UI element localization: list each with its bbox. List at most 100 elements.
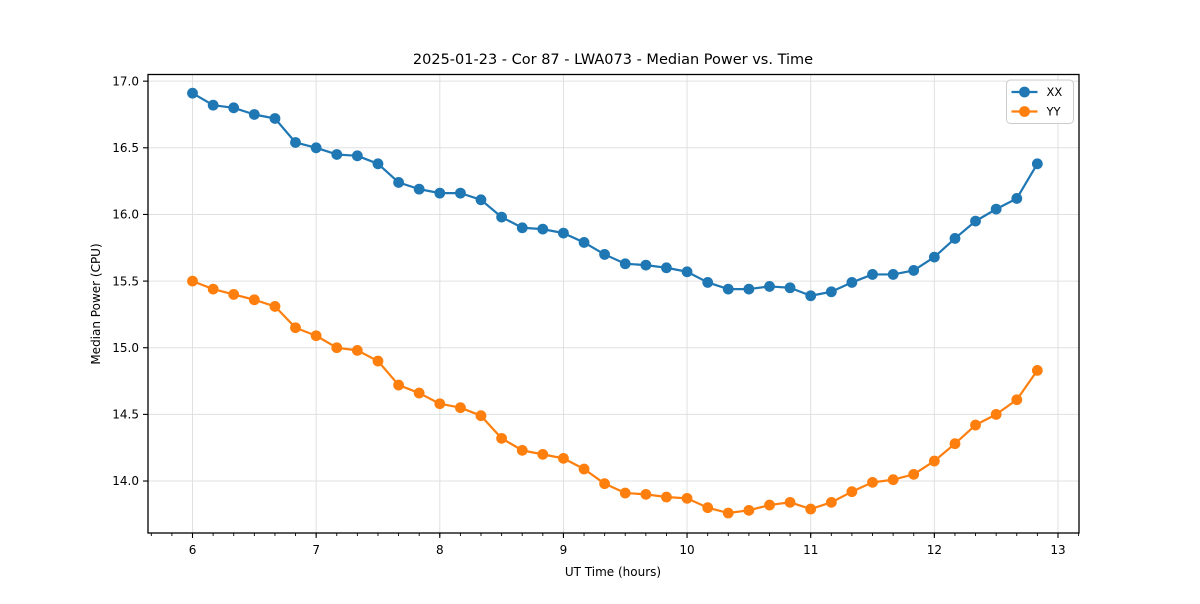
x-tick-label: 7 (312, 543, 320, 557)
legend-box (1006, 79, 1074, 124)
series-xx-point (640, 259, 652, 271)
series-xx-point (681, 266, 693, 278)
legend-swatch-marker (1019, 106, 1030, 117)
series-yy-point (867, 476, 878, 488)
series-yy-point (372, 355, 384, 367)
series-xx-point (413, 183, 425, 195)
series-yy-point (846, 486, 858, 498)
series-xx-point (455, 187, 466, 199)
legend-entry: YY (1011, 105, 1062, 119)
series-yy-point (887, 474, 899, 486)
y-tick-label: 14.0 (112, 474, 139, 488)
x-tick-label: 11 (803, 543, 818, 557)
series-xx-point (949, 233, 961, 244)
series-layer (187, 87, 1043, 519)
series-xx-markers (187, 87, 1043, 302)
y-axis-label: Median Power (CPU) (89, 243, 103, 364)
series-xx-point (619, 258, 631, 270)
legend-label: YY (1046, 105, 1062, 119)
y-tick-label: 16.5 (112, 141, 139, 155)
series-yy-point (640, 488, 652, 500)
series-xx-point (764, 281, 775, 292)
series-yy-point (207, 283, 219, 295)
series-xx-point (351, 150, 363, 162)
series-xx-point (475, 194, 487, 206)
x-tick-label: 10 (679, 543, 694, 557)
series-yy-point (702, 502, 714, 514)
series-yy-point (825, 496, 837, 508)
series-yy-point (248, 294, 260, 306)
y-tick-label: 15.5 (112, 274, 139, 288)
x-tick-label: 13 (1050, 543, 1065, 557)
series-yy-point (434, 398, 446, 410)
series-xx-point (661, 262, 672, 274)
series-xx-point (702, 277, 714, 288)
series-yy-point (990, 408, 1002, 420)
series-yy-point (496, 432, 508, 444)
series-xx-point (331, 149, 343, 160)
series-xx-point (434, 187, 446, 199)
series-yy-point (928, 455, 940, 467)
x-tick-label: 9 (560, 543, 568, 557)
y-tick-label: 16.0 (112, 208, 139, 222)
series-yy-point (578, 463, 590, 475)
series-xx-point (558, 227, 569, 239)
axes: 6 7 8 9 10 11 12 13 14.0 14.5 15.0 15.5 16.0 16.5 17.0 (112, 73, 1080, 557)
series-yy-point (475, 410, 487, 422)
series-yy-point (661, 491, 672, 503)
series-xx-point (825, 286, 837, 298)
series-xx-point (1011, 193, 1023, 204)
series-xx-point (207, 99, 219, 111)
x-tick-label: 8 (436, 543, 444, 557)
legend: XX YY (1006, 79, 1074, 124)
series-xx-point (290, 137, 301, 148)
series-yy-point (970, 419, 981, 431)
series-xx-point (372, 158, 384, 170)
x-tick-label: 12 (927, 543, 942, 557)
series-xx-point (578, 237, 590, 248)
legend-entry: XX (1011, 85, 1063, 99)
series-xx-point (867, 269, 878, 280)
series-yy-point (537, 448, 549, 460)
series-yy-point (351, 344, 363, 356)
x-tick-label: 6 (189, 543, 197, 557)
legend-swatch-marker (1019, 86, 1030, 98)
series-yy-point (290, 322, 301, 334)
series-xx-point (187, 87, 198, 99)
series-xx-point (228, 102, 240, 114)
chart-title: 2025-01-23 - Cor 87 - LWA073 - Median Po… (413, 52, 813, 68)
series-xx-point (599, 249, 610, 260)
series-xx-point (310, 142, 322, 154)
series-xx-point (805, 290, 817, 302)
series-yy-point (805, 503, 817, 515)
series-xx-line (191, 92, 1039, 297)
series-yy-point (455, 402, 466, 414)
series-yy-point (949, 438, 961, 450)
series-xx-point (887, 269, 899, 280)
series-xx-point (516, 222, 528, 234)
series-xx-point (269, 113, 281, 124)
series-yy-point (743, 504, 755, 516)
series-yy-point (722, 507, 734, 519)
y-tick-label: 14.5 (112, 408, 139, 422)
series-xx-point (537, 223, 549, 235)
series-xx-point (248, 109, 260, 120)
x-axis-label: UT Time (hours) (565, 565, 661, 579)
series-xx-point (928, 251, 940, 263)
series-yy-point (619, 487, 631, 499)
series-yy-point (516, 444, 528, 456)
series-xx-point (722, 283, 734, 295)
series-yy-point (413, 387, 425, 399)
series-yy-point (599, 478, 610, 490)
series-yy-point (269, 301, 281, 312)
series-xx-point (743, 283, 755, 295)
series-yy-point (558, 452, 569, 464)
series-yy-point (1011, 394, 1023, 406)
series-yy-point (331, 342, 343, 354)
series-xx-point (970, 215, 981, 227)
series-xx-point (496, 211, 508, 223)
legend-label: XX (1047, 85, 1063, 99)
series-yy-point (764, 499, 775, 511)
